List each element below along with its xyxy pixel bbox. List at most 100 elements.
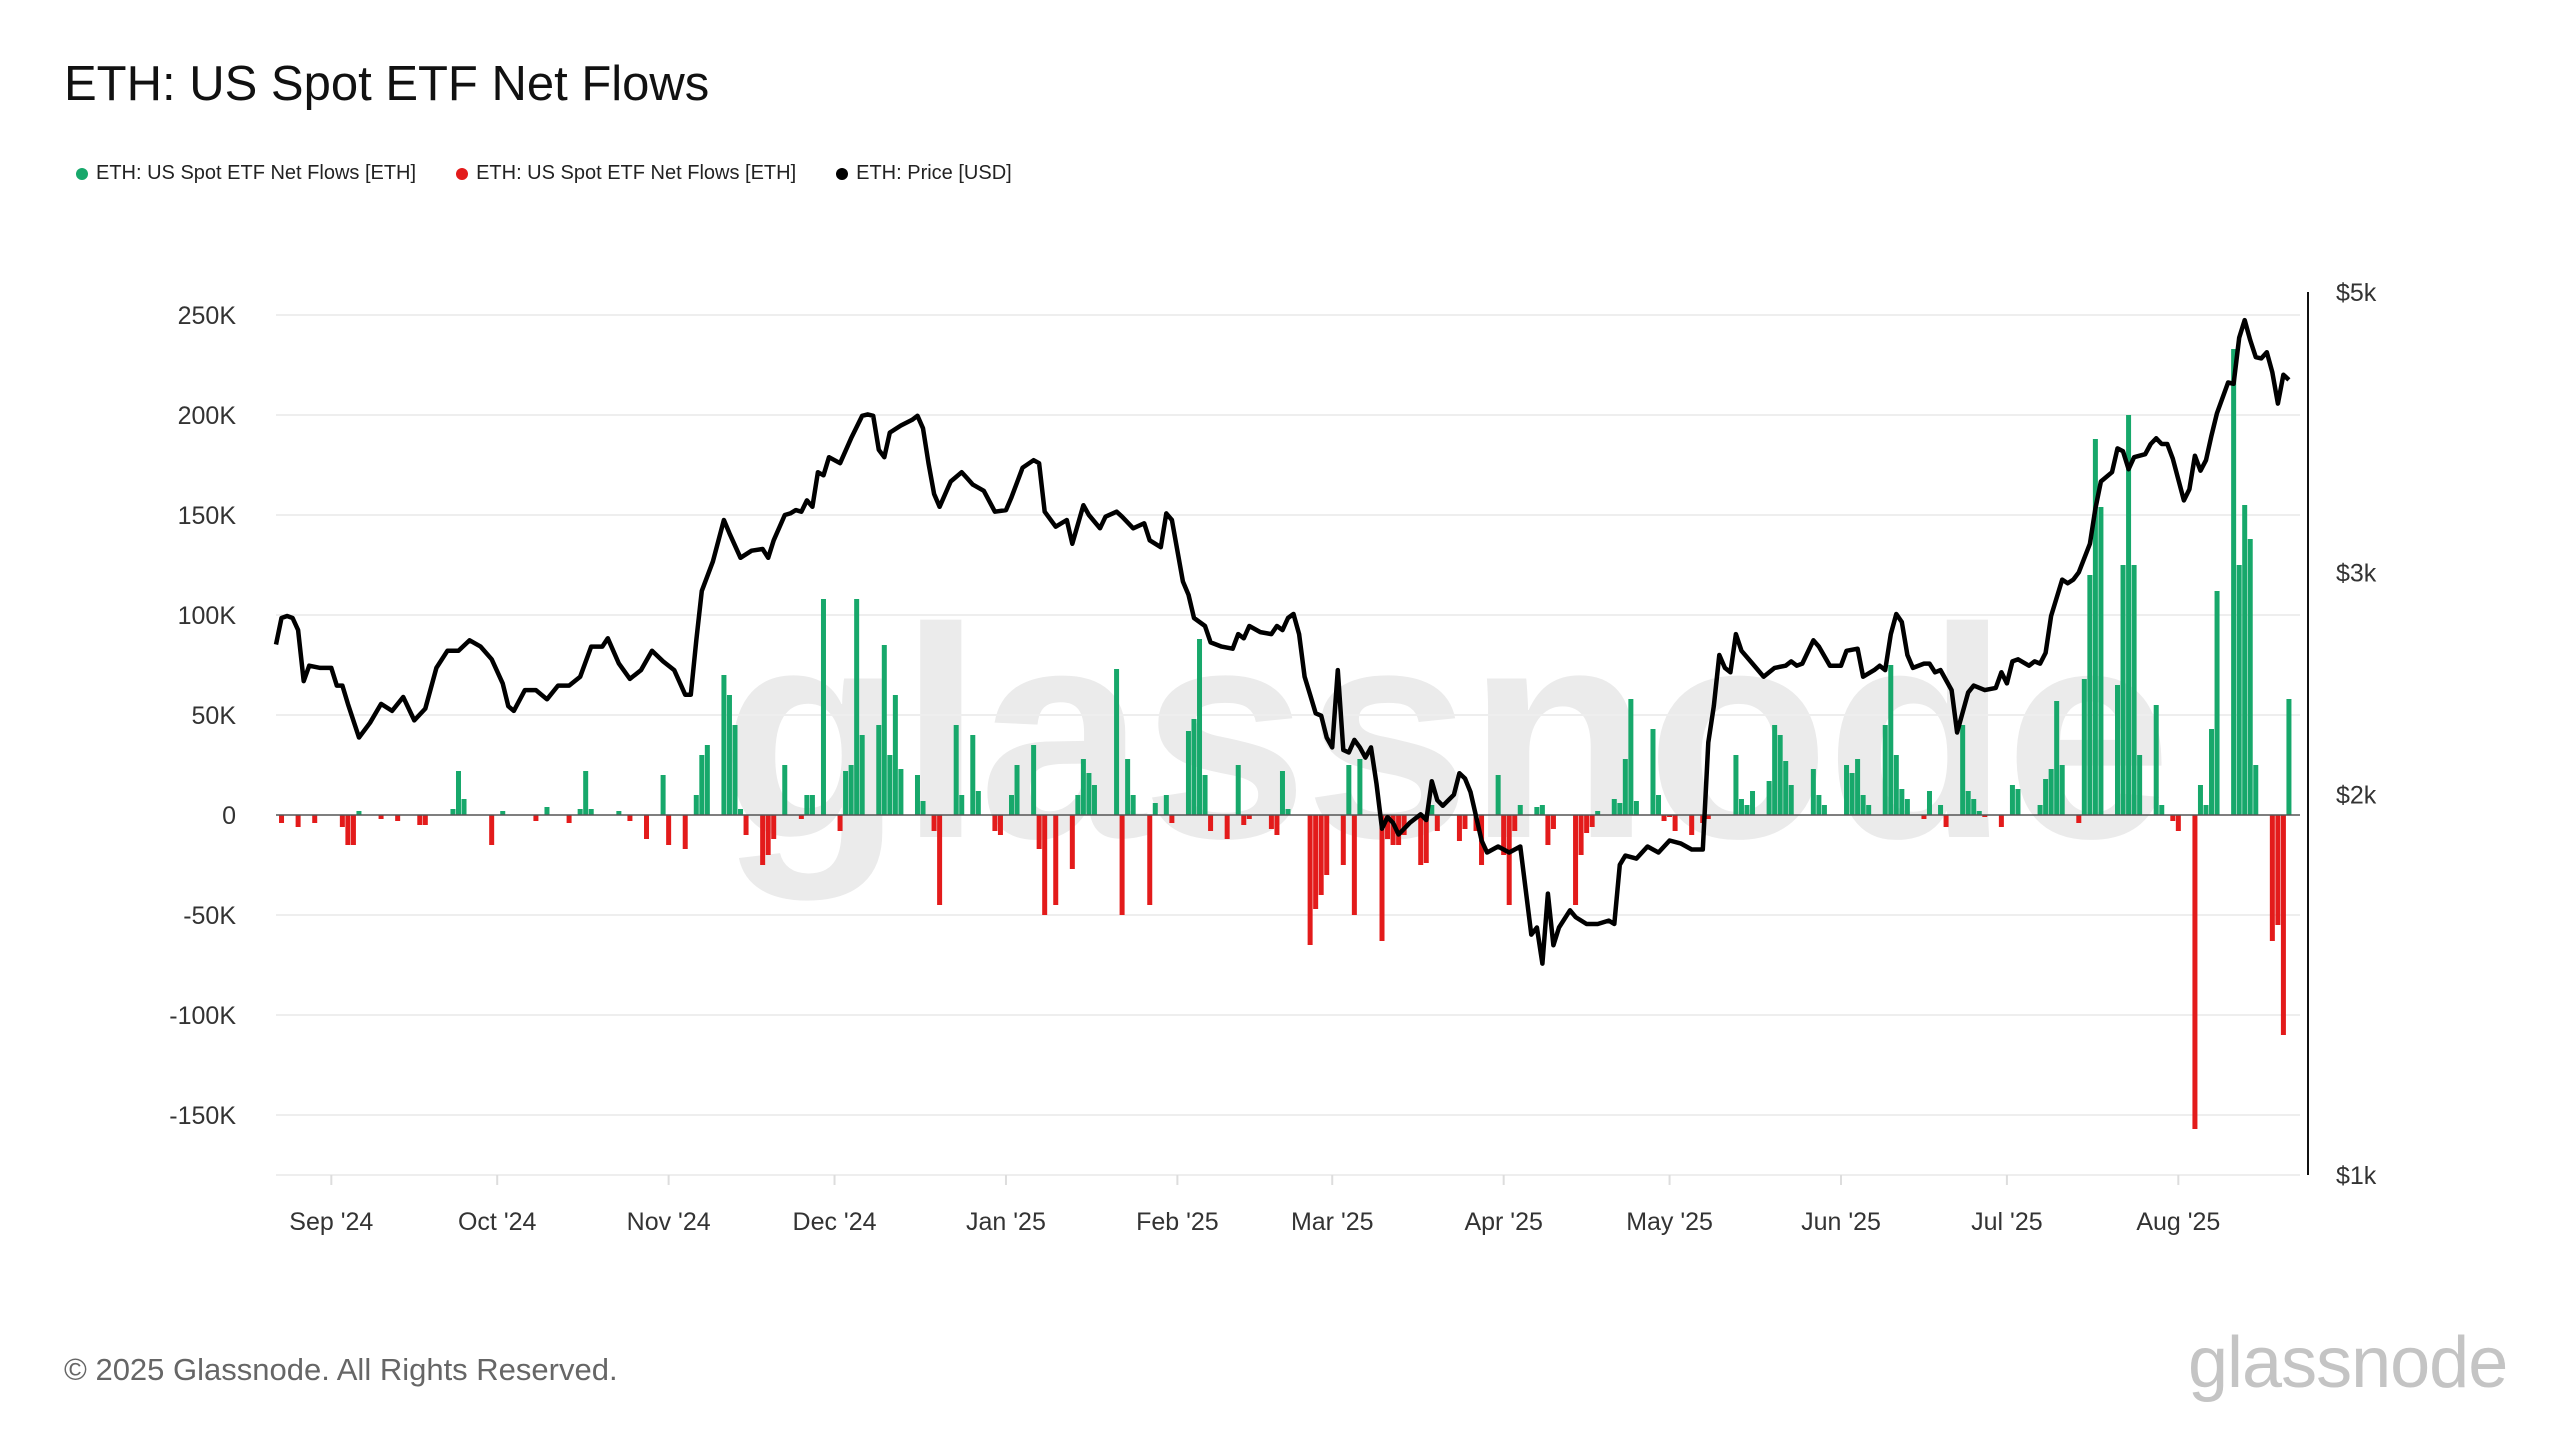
copyright-footer: © 2025 Glassnode. All Rights Reserved.: [64, 1352, 618, 1387]
outflow-bar: [1224, 815, 1230, 839]
outflow-bar: [1169, 815, 1175, 823]
outflow-bar: [1584, 815, 1590, 833]
x-axis-ticks: Sep '24 Oct '24 Nov '24 Dec '24 Jan '25 Feb '…: [289, 1175, 2220, 1236]
legend: ETH: US Spot ETF Net Flows [ETH] ETH: US…: [76, 162, 1012, 185]
outflow-bar: [1943, 815, 1949, 827]
x-tick-label: Sep '24: [289, 1208, 373, 1236]
inflow-bar: [881, 645, 887, 815]
inflow-bar: [2236, 565, 2242, 815]
inflow-bar: [1656, 795, 1662, 815]
inflow-bar: [2214, 591, 2220, 815]
inflow-bar: [1517, 805, 1523, 815]
x-tick-label: Jul '25: [1971, 1208, 2042, 1236]
inflow-bar: [2081, 679, 2087, 815]
outflow-bar: [1506, 815, 1512, 905]
right-tick-label: $3k: [2336, 559, 2377, 587]
outflow-bar: [1313, 815, 1319, 909]
outflow-bar: [1351, 815, 1357, 915]
outflow-bar: [378, 815, 384, 819]
inflow-bar: [876, 725, 882, 815]
outflow-bar: [1307, 815, 1313, 945]
outflow-bar: [997, 815, 1003, 835]
inflow-bar: [2059, 765, 2065, 815]
outflow-bar: [1982, 815, 1988, 817]
outflow-bar: [1053, 815, 1059, 905]
inflow-bar: [588, 809, 594, 815]
inflow-bar: [2197, 785, 2203, 815]
inflow-bar: [859, 735, 865, 815]
x-tick-label: Aug '25: [2136, 1208, 2220, 1236]
inflow-bar: [1766, 781, 1772, 815]
outflow-bar: [2170, 815, 2176, 821]
x-tick-label: Jun '25: [1801, 1208, 1881, 1236]
inflow-bar: [2247, 539, 2253, 815]
outflow-bar: [1545, 815, 1551, 845]
outflow-bar: [1324, 815, 1330, 875]
inflow-bar: [2286, 699, 2292, 815]
outflow-bar: [1667, 815, 1673, 817]
inflow-bar: [1866, 805, 1872, 815]
outflow-bar: [627, 815, 633, 821]
outflow-bar: [1246, 815, 1252, 819]
inflow-bar: [2131, 565, 2137, 815]
left-tick-label: -50K: [183, 902, 236, 930]
left-tick-label: 150K: [178, 502, 237, 530]
inflow-bar: [1860, 795, 1866, 815]
inflow-bar: [1075, 795, 1081, 815]
outflow-bar: [533, 815, 539, 821]
inflow-bar: [732, 725, 738, 815]
inflow-bar: [920, 801, 926, 815]
outflow-bar: [422, 815, 428, 825]
x-tick-label: Feb '25: [1136, 1208, 1219, 1236]
flow-bars: [279, 349, 2292, 1129]
inflow-bar: [848, 765, 854, 815]
legend-label: ETH: US Spot ETF Net Flows [ETH]: [476, 162, 797, 184]
outflow-bar: [1036, 815, 1042, 849]
inflow-bar: [2048, 769, 2054, 815]
right-axis-ticks: $5k $3k $2k $1k: [2336, 279, 2377, 1190]
outflow-bar: [1456, 815, 1462, 841]
inflow-bar: [892, 695, 898, 815]
inflow-bar: [616, 811, 622, 815]
outflow-bar: [1705, 815, 1711, 819]
inflow-bar: [975, 791, 981, 815]
outflow-bar: [1340, 815, 1346, 865]
inflow-bar: [2043, 779, 2049, 815]
outflow-bar: [1241, 815, 1247, 825]
right-tick-label: $2k: [2336, 782, 2377, 810]
inflow-bar: [1904, 799, 1910, 815]
legend-item-inflows[interactable]: ETH: US Spot ETF Net Flows [ETH]: [76, 162, 416, 185]
inflow-bar: [2253, 765, 2259, 815]
legend-item-price[interactable]: ETH: Price [USD]: [836, 162, 1012, 185]
outflow-bar: [743, 815, 749, 835]
inflow-bar: [1777, 735, 1783, 815]
outflow-bar: [279, 815, 285, 823]
legend-dot-green: [76, 167, 88, 180]
left-tick-label: 250K: [178, 302, 237, 330]
outflow-bar: [1147, 815, 1153, 905]
outflow-bar: [992, 815, 998, 831]
inflow-bar: [1285, 809, 1291, 815]
outflow-bar: [1550, 815, 1556, 829]
inflow-bar: [1163, 795, 1169, 815]
inflow-bar: [1899, 789, 1905, 815]
outflow-bar: [395, 815, 401, 821]
glassnode-logo: glassnode: [2188, 1323, 2508, 1403]
inflow-bar: [1235, 765, 1241, 815]
outflow-bar: [1274, 815, 1280, 835]
outflow-bar: [566, 815, 572, 823]
inflow-bar: [2087, 575, 2093, 815]
inflow-bar: [1031, 745, 1037, 815]
inflow-bar: [500, 811, 506, 815]
x-tick-label: Apr '25: [1464, 1208, 1542, 1236]
left-axis-ticks: 250K 200K 150K 100K 50K 0 -50K -100K -150K: [169, 302, 236, 1130]
legend-item-outflows[interactable]: ETH: US Spot ETF Net Flows [ETH]: [456, 162, 796, 185]
outflow-bar: [1208, 815, 1214, 831]
inflow-bar: [699, 755, 705, 815]
inflow-bar: [970, 735, 976, 815]
inflow-bar: [1346, 765, 1352, 815]
left-tick-label: -150K: [169, 1102, 236, 1130]
inflow-bar: [1733, 755, 1739, 815]
right-tick-label: $5k: [2336, 279, 2377, 307]
